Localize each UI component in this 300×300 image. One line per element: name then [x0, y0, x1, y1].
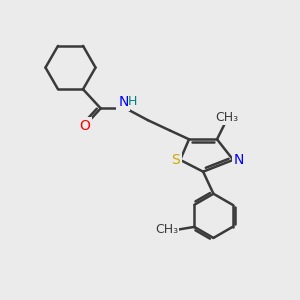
Text: CH₃: CH₃ — [216, 111, 239, 124]
Text: CH₃: CH₃ — [155, 223, 178, 236]
Text: N: N — [118, 95, 128, 109]
Text: S: S — [171, 153, 180, 167]
Text: N: N — [234, 153, 244, 167]
Text: H: H — [128, 95, 137, 108]
Text: O: O — [79, 119, 90, 133]
